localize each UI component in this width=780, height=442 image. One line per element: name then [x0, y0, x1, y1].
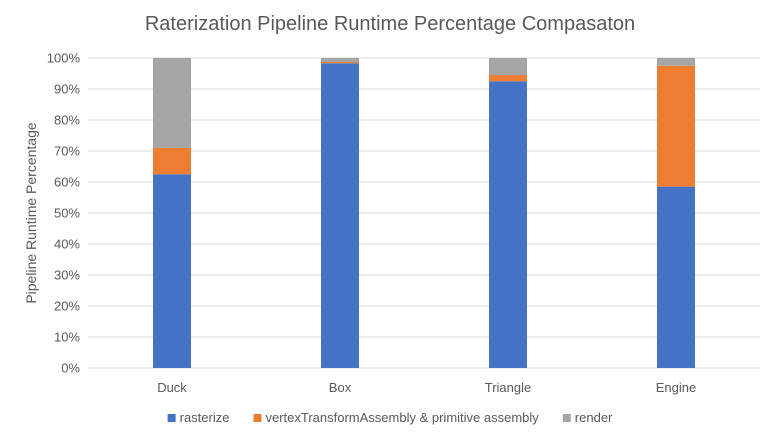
y-axis-label: Pipeline Runtime Percentage: [23, 122, 39, 304]
legend-item: render: [562, 410, 613, 425]
legend-swatch: [167, 414, 176, 422]
y-tick-labels: 0% 10% 20% 30% 40% 50% 60% 70% 80% 90% 100%: [47, 51, 81, 376]
bar-segment: [657, 186, 695, 368]
legend-item: vertexTransformAssembly & primitive asse…: [253, 410, 539, 425]
x-tick-labels: Duck Box Triangle Engine: [157, 380, 696, 395]
y-tick-label: 70%: [54, 144, 80, 159]
bar-segment: [321, 62, 359, 64]
bar-segment: [489, 58, 527, 76]
legend: rasterize vertexTransformAssembly & primi…: [167, 410, 613, 425]
gridlines: [88, 57, 760, 369]
y-tick-label: 20%: [54, 299, 80, 314]
legend-label: rasterize: [180, 410, 230, 425]
bar-segment: [321, 63, 359, 369]
y-tick-label: 0%: [61, 361, 80, 376]
bar-segment: [153, 147, 191, 175]
bars: [153, 58, 695, 369]
bar-segment: [657, 65, 695, 187]
y-tick-label: 100%: [47, 51, 81, 66]
y-tick-label: 80%: [54, 113, 80, 128]
x-tick-label: Box: [329, 380, 352, 395]
x-tick-label: Duck: [157, 380, 187, 395]
bar-segment: [489, 75, 527, 82]
y-tick-label: 10%: [54, 330, 80, 345]
x-tick-label: Triangle: [485, 380, 531, 395]
x-tick-label: Engine: [656, 380, 696, 395]
bar-segment: [321, 58, 359, 63]
legend-label: render: [575, 410, 613, 425]
legend-label: vertexTransformAssembly & primitive asse…: [265, 410, 539, 425]
legend-swatch: [562, 414, 571, 422]
bar-segment: [489, 81, 527, 368]
y-tick-label: 50%: [54, 206, 80, 221]
chart-title: Raterization Pipeline Runtime Percentage…: [145, 13, 635, 35]
legend-swatch: [253, 414, 262, 422]
bar-segment: [153, 58, 191, 148]
y-tick-label: 90%: [54, 82, 80, 97]
bar-segment: [657, 58, 695, 66]
y-tick-label: 30%: [54, 268, 80, 283]
bar-segment: [153, 174, 191, 368]
legend-item: rasterize: [167, 410, 230, 425]
y-tick-label: 60%: [54, 175, 80, 190]
y-tick-label: 40%: [54, 237, 80, 252]
